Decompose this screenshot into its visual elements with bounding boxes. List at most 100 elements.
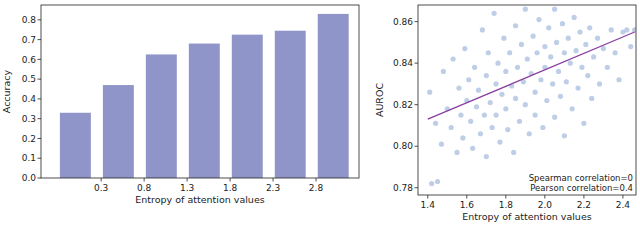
scatter-point bbox=[449, 125, 454, 130]
scatter-point bbox=[488, 100, 493, 105]
y-tick-label: 0.1 bbox=[22, 153, 36, 163]
x-tick bbox=[273, 178, 274, 182]
scatter-point bbox=[480, 27, 485, 32]
y-tick bbox=[38, 98, 42, 99]
scatter-point bbox=[484, 73, 489, 78]
x-tick-label: 1.4 bbox=[421, 200, 436, 210]
scatter-point bbox=[613, 50, 618, 55]
y-axis-label: AUROC bbox=[374, 83, 385, 118]
scatter-point bbox=[587, 25, 592, 30]
scatter-point bbox=[451, 56, 456, 61]
scatter-point bbox=[556, 69, 561, 74]
scatter-point bbox=[427, 90, 432, 95]
x-tick bbox=[316, 178, 317, 182]
y-tick-label: 0.78 bbox=[393, 183, 413, 193]
scatter-point bbox=[501, 36, 506, 41]
chart-panel: 1.41.61.82.02.22.40.780.800.820.840.86En… bbox=[374, 5, 637, 222]
x-tick bbox=[544, 195, 545, 199]
scatter-point bbox=[544, 98, 549, 103]
trend-line bbox=[428, 32, 635, 119]
scatter-point bbox=[616, 77, 621, 82]
x-tick bbox=[101, 178, 102, 182]
scatter-point bbox=[456, 85, 461, 90]
y-tick bbox=[38, 158, 42, 159]
bar bbox=[232, 35, 263, 178]
x-tick-label: 1.6 bbox=[460, 200, 475, 210]
scatter-point bbox=[519, 42, 524, 47]
scatter-point bbox=[478, 131, 483, 136]
y-tick-label: 0.82 bbox=[393, 100, 413, 110]
x-tick-label: 0.8 bbox=[137, 183, 152, 193]
scatter-point bbox=[454, 150, 459, 155]
scatter-point bbox=[511, 150, 516, 155]
scatter-point bbox=[585, 73, 590, 78]
scatter-point bbox=[468, 119, 473, 124]
scatter-point bbox=[523, 7, 528, 12]
scatter-point bbox=[579, 65, 584, 70]
scatter-point bbox=[517, 119, 522, 124]
scatter-point bbox=[546, 25, 551, 30]
x-tick-label: 1.8 bbox=[499, 200, 514, 210]
scatter-point bbox=[601, 46, 606, 51]
y-tick-label: 0.4 bbox=[22, 94, 37, 104]
x-tick bbox=[230, 178, 231, 182]
scatter-point bbox=[460, 135, 465, 140]
y-tick-label: 0.6 bbox=[22, 55, 37, 65]
y-tick-label: 0.7 bbox=[22, 35, 36, 45]
scatter-point bbox=[540, 125, 545, 130]
y-tick bbox=[38, 79, 42, 80]
scatter-point bbox=[470, 146, 475, 151]
y-tick bbox=[415, 21, 419, 22]
x-tick-label: 2.2 bbox=[577, 200, 591, 210]
y-tick bbox=[415, 63, 419, 64]
plot-frame bbox=[418, 5, 636, 195]
scatter-point bbox=[499, 92, 504, 97]
scatter-point bbox=[503, 69, 508, 74]
scatter-point bbox=[536, 17, 541, 22]
y-axis-label: Accuracy bbox=[1, 69, 12, 113]
scatter-point bbox=[474, 104, 479, 109]
scatter-point bbox=[542, 44, 547, 49]
x-tick-label: 2.8 bbox=[309, 183, 324, 193]
scatter-point bbox=[566, 36, 571, 41]
scatter-point bbox=[458, 112, 463, 117]
y-tick bbox=[38, 59, 42, 60]
figure: 0.30.81.31.82.32.80.00.10.20.30.40.50.60… bbox=[0, 0, 640, 231]
bar bbox=[189, 44, 220, 178]
scatter-point bbox=[497, 139, 502, 144]
y-tick bbox=[38, 178, 42, 179]
scatter-point bbox=[527, 131, 532, 136]
x-tick bbox=[466, 195, 467, 199]
scatter-point bbox=[532, 112, 537, 117]
scatter-point bbox=[466, 77, 471, 82]
x-axis-label: Entropy of attention values bbox=[135, 194, 264, 205]
y-tick bbox=[415, 146, 419, 147]
scatter-point bbox=[486, 50, 491, 55]
x-tick bbox=[505, 195, 506, 199]
scatter-point bbox=[589, 96, 594, 101]
scatter-point bbox=[493, 112, 498, 117]
bar bbox=[146, 54, 177, 178]
scatter-point bbox=[439, 142, 444, 147]
scatter-point bbox=[560, 21, 565, 26]
scatter-point bbox=[552, 7, 557, 12]
scatter-point bbox=[609, 27, 614, 32]
scatter-point bbox=[538, 77, 543, 82]
scatter-point bbox=[548, 54, 553, 59]
annotation: Spearman correlation=0 bbox=[529, 173, 633, 183]
scatter-point bbox=[597, 81, 602, 86]
y-tick bbox=[38, 39, 42, 40]
scatter-point bbox=[433, 121, 438, 126]
plot-frame bbox=[41, 5, 359, 178]
scatter-point bbox=[568, 61, 573, 66]
scatter-point bbox=[484, 154, 489, 159]
x-tick-label: 2.3 bbox=[266, 183, 280, 193]
scatter-point bbox=[482, 112, 487, 117]
scatter-point bbox=[523, 102, 528, 107]
scatter-point bbox=[583, 42, 588, 47]
plot-area bbox=[60, 14, 349, 178]
scatter-point bbox=[505, 127, 510, 132]
x-tick-label: 1.8 bbox=[223, 183, 238, 193]
y-tick-label: 0.86 bbox=[393, 17, 413, 27]
scatter-point bbox=[507, 50, 512, 55]
